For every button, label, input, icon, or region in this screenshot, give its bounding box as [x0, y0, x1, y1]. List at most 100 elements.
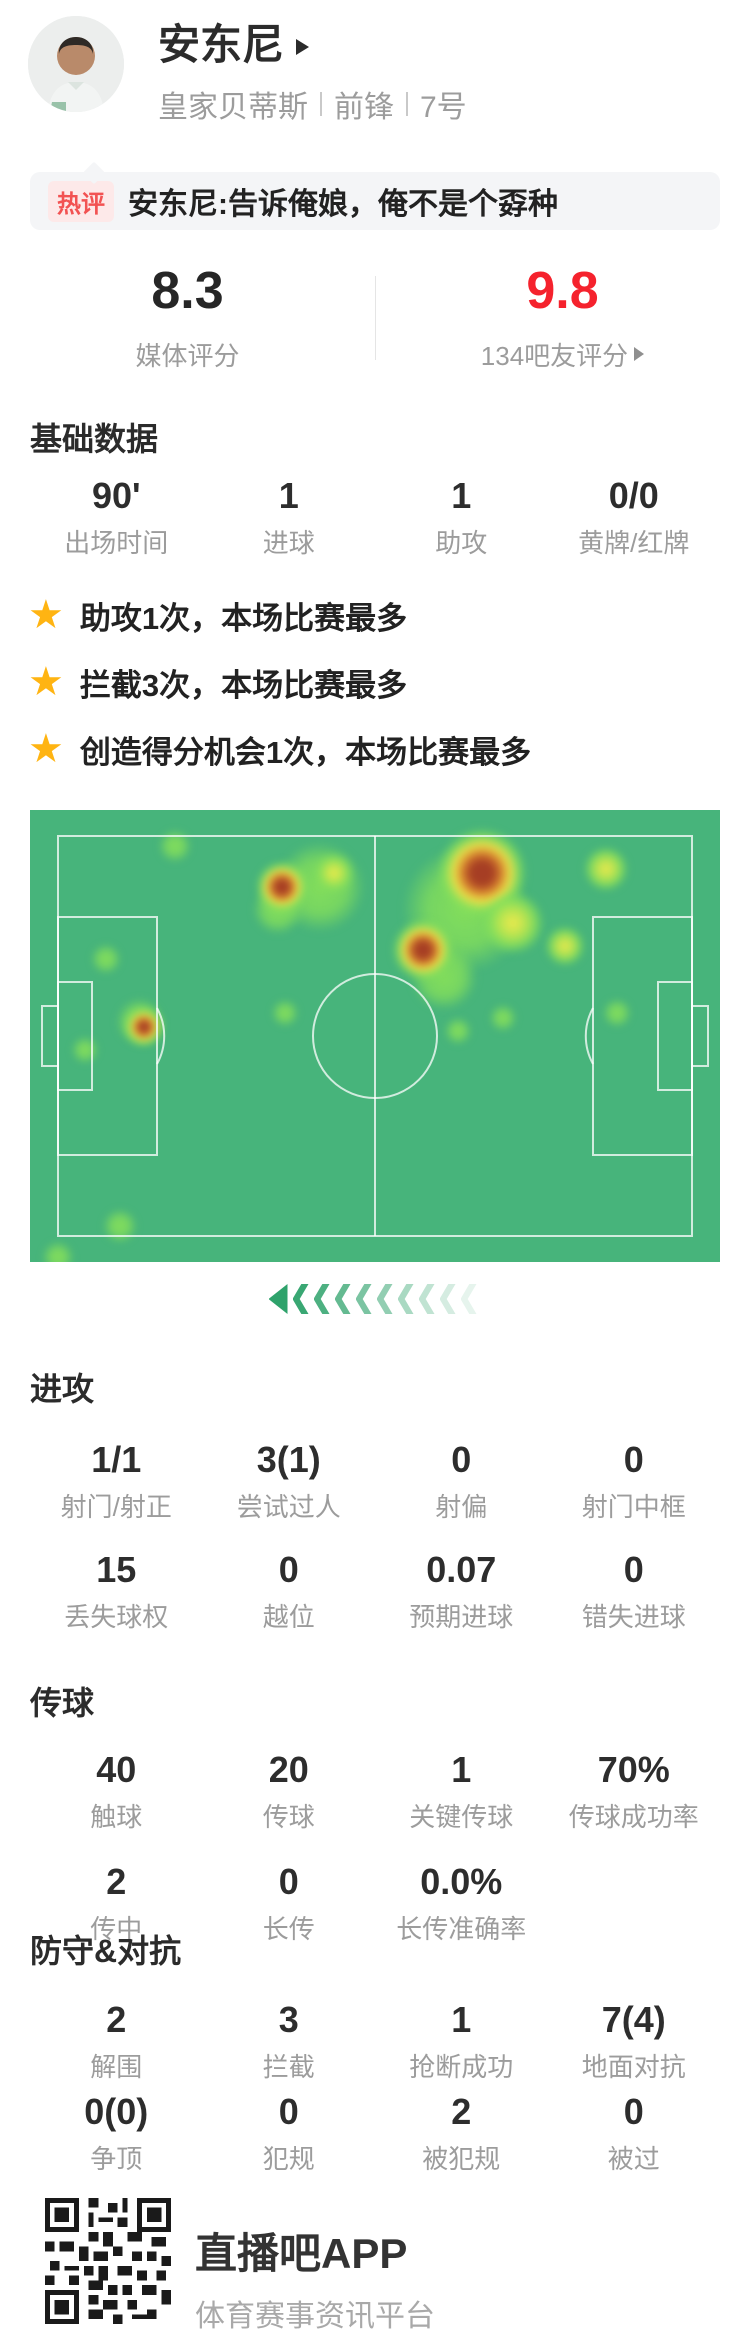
passing-grid-row2: 2 传中 0 长传 0.0% 长传准确率 — [30, 1860, 720, 1946]
player-name-row[interactable]: 安东尼 — [158, 21, 467, 68]
media-rating-value: 8.3 — [151, 262, 224, 320]
stat-xg: 0.07 预期进球 — [409, 1549, 514, 1633]
stat-tackles-won: 1 抢断成功 — [409, 1999, 514, 2083]
left-chevron-icon — [313, 1284, 330, 1314]
touch-heatmap-pitch — [30, 810, 720, 1262]
stat-pass-accuracy: 70% 传球成功率 — [568, 1749, 699, 1833]
stat-interceptions: 3 拦截 — [262, 1999, 315, 2083]
app-tagline: 体育赛事资讯平台 — [195, 2300, 435, 2333]
highlight-text: 创造得分机会1次，本场比赛最多 — [79, 734, 532, 770]
attack-direction-chevrons — [0, 1284, 750, 1314]
subtitle-divider — [320, 92, 322, 117]
left-chevron-icon — [439, 1284, 456, 1314]
heat-blob — [85, 939, 126, 980]
heat-blob — [152, 824, 197, 869]
section-title-passing: 传球 — [30, 1685, 95, 1721]
defense-grid-row2: 0(0) 争顶 0 犯规 2 被犯规 0 被过 — [30, 2090, 720, 2176]
highlight-row: ★ 拦截3次，本场比赛最多 — [28, 659, 531, 705]
stat-possession-lost: 15 丢失球权 — [64, 1549, 169, 1633]
left-chevron-icon — [268, 1284, 288, 1314]
hot-comment-badge: 热评 — [48, 180, 114, 222]
star-icon: ★ — [28, 727, 64, 771]
shirt-number: 7号 — [420, 91, 467, 125]
highlights-list: ★ 助攻1次，本场比赛最多 ★ 拦截3次，本场比赛最多 ★ 创造得分机会1次，本… — [28, 592, 531, 793]
stat-woodwork: 0 射门中框 — [581, 1439, 686, 1523]
stat-shots-off: 0 射偏 — [435, 1439, 488, 1523]
hot-comment-bubble[interactable]: 热评 安东尼:告诉俺娘，俺不是个孬种 — [30, 172, 720, 230]
highlight-text: 拦截3次，本场比赛最多 — [79, 667, 408, 703]
player-position: 前锋 — [334, 91, 394, 125]
stat-offsides: 0 越位 — [262, 1549, 315, 1633]
stat-dribbles: 3(1) 尝试过人 — [236, 1439, 341, 1523]
player-subtitle: 皇家贝蒂斯 前锋 7号 — [158, 82, 467, 126]
star-icon: ★ — [28, 660, 64, 704]
stat-long-balls: 0 长传 — [262, 1861, 315, 1945]
heat-blob — [597, 994, 636, 1033]
left-chevron-icon — [397, 1284, 414, 1314]
app-name: 直播吧APP — [195, 2230, 408, 2277]
player-photo-placeholder — [28, 16, 124, 112]
heat-blob — [484, 999, 521, 1036]
qr-code — [45, 2198, 171, 2324]
fan-rating-label-text: 134吧友评分 — [480, 340, 629, 371]
stat-cards: 0/0 黄牌/红牌 — [578, 475, 690, 559]
heat-blob — [267, 995, 304, 1032]
stat-fouls: 0 犯规 — [262, 2091, 315, 2175]
subtitle-divider — [406, 92, 408, 117]
fan-rating-value: 9.8 — [526, 262, 599, 320]
stat-assists: 1 助攻 — [435, 475, 488, 559]
empty-cell — [548, 1860, 721, 1946]
media-rating: 8.3 媒体评分 — [0, 262, 375, 373]
stat-aerial-duels: 0(0) 争顶 — [84, 2091, 149, 2175]
ratings-divider — [375, 276, 376, 360]
fan-rating-link[interactable]: 134吧友评分 — [375, 336, 750, 373]
app-footer: 直播吧APP 体育赛事资讯平台 — [45, 2198, 435, 2335]
media-rating-label-text: 媒体评分 — [135, 340, 240, 371]
section-title-attack: 进攻 — [30, 1371, 95, 1407]
stat-goals: 1 进球 — [262, 475, 315, 559]
star-icon: ★ — [28, 593, 64, 637]
heat-blob — [385, 912, 462, 989]
heat-blob — [119, 1002, 168, 1051]
media-rating-label: 媒体评分 — [0, 336, 375, 373]
player-header: 安东尼 皇家贝蒂斯 前锋 7号 — [28, 16, 722, 126]
heat-blob — [67, 1031, 104, 1068]
defense-grid-row1: 2 解围 3 拦截 1 抢断成功 7(4) 地面对抗 — [30, 1998, 720, 2084]
heatmap-blobs — [30, 810, 720, 1262]
left-chevron-icon — [355, 1284, 372, 1314]
attack-grid-row2: 15 丢失球权 0 越位 0.07 预期进球 0 错失进球 — [30, 1548, 720, 1634]
footer-text: 直播吧APP 体育赛事资讯平台 — [195, 2198, 435, 2335]
stat-minutes: 90' 出场时间 — [64, 475, 169, 559]
left-chevron-icon — [334, 1284, 351, 1314]
basic-stats-grid: 90' 出场时间 1 进球 1 助攻 0/0 黄牌/红牌 — [30, 474, 720, 560]
player-header-text: 安东尼 皇家贝蒂斯 前锋 7号 — [158, 16, 467, 126]
stat-ground-duels: 7(4) 地面对抗 — [581, 1999, 686, 2083]
highlight-row: ★ 助攻1次，本场比赛最多 — [28, 592, 531, 638]
stat-touches: 40 触球 — [90, 1749, 143, 1833]
heat-blob — [249, 854, 314, 919]
highlight-text: 助攻1次，本场比赛最多 — [79, 600, 408, 636]
stat-shots: 1/1 射门/射正 — [60, 1439, 172, 1523]
heat-blob — [538, 919, 591, 972]
heat-blob — [577, 839, 636, 898]
stat-passes: 20 传球 — [262, 1749, 315, 1833]
stat-big-chances-missed: 0 错失进球 — [581, 1549, 686, 1633]
left-chevron-icon — [376, 1284, 393, 1314]
stat-key-passes: 1 关键传球 — [409, 1749, 514, 1833]
passing-grid-row1: 40 触球 20 传球 1 关键传球 70% 传球成功率 — [30, 1748, 720, 1834]
ratings-row: 8.3 媒体评分 9.8 134吧友评分 — [0, 262, 750, 373]
section-title-basic: 基础数据 — [30, 421, 159, 457]
left-chevron-icon — [460, 1284, 477, 1314]
player-avatar[interactable] — [28, 16, 124, 112]
section-title-defense: 防守&对抗 — [30, 1933, 182, 1969]
stat-dribbled-past: 0 被过 — [607, 2091, 660, 2175]
heat-blob — [96, 1202, 143, 1249]
fan-rating: 9.8 134吧友评分 — [375, 262, 750, 373]
stat-long-ball-accuracy: 0.0% 长传准确率 — [396, 1861, 527, 1945]
heat-blob — [307, 847, 360, 900]
stat-fouled: 2 被犯规 — [422, 2091, 501, 2175]
team-name: 皇家贝蒂斯 — [158, 91, 308, 125]
player-name: 安东尼 — [158, 21, 285, 68]
highlight-row: ★ 创造得分机会1次，本场比赛最多 — [28, 726, 531, 772]
pitch-markings — [41, 835, 709, 1237]
